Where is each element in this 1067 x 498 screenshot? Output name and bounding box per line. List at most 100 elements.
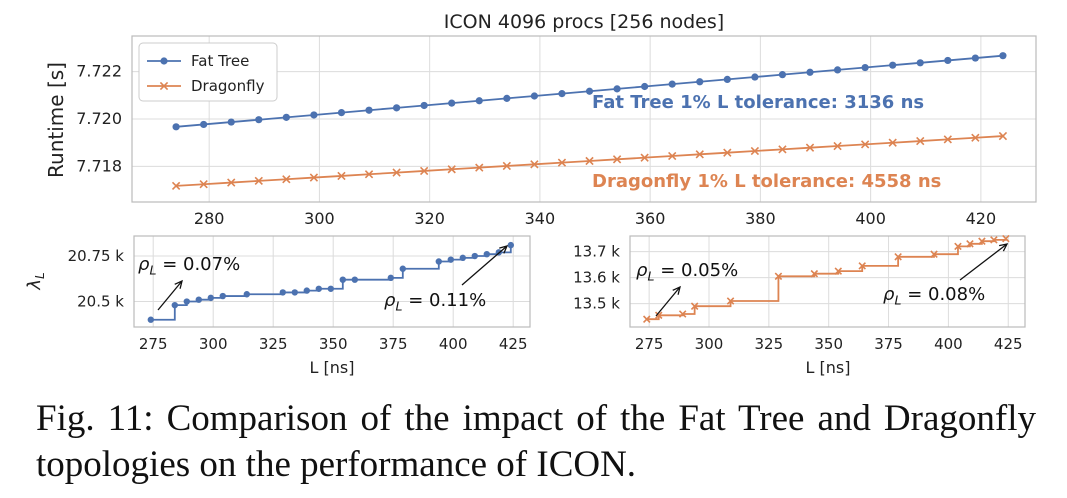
data-point bbox=[805, 143, 815, 152]
data-point bbox=[392, 168, 401, 177]
data-point bbox=[613, 85, 621, 93]
data-point bbox=[459, 254, 466, 262]
data-point bbox=[159, 81, 169, 91]
x-tick-label: 340 bbox=[525, 209, 556, 228]
data-point bbox=[447, 256, 454, 263]
data-point bbox=[364, 170, 374, 179]
data-point bbox=[337, 108, 346, 117]
data-point bbox=[944, 56, 952, 65]
x-tick-label: 400 bbox=[934, 335, 963, 353]
data-point bbox=[315, 285, 322, 292]
data-point bbox=[668, 80, 676, 88]
x-tick-label: 400 bbox=[855, 209, 886, 228]
data-point bbox=[337, 171, 346, 181]
annotation-arrow bbox=[157, 280, 183, 311]
data-point bbox=[930, 250, 938, 258]
data-point bbox=[471, 252, 478, 260]
y-tick-label: 7.718 bbox=[76, 156, 122, 175]
data-point bbox=[200, 120, 208, 129]
data-point bbox=[999, 52, 1007, 60]
data-point bbox=[503, 94, 511, 102]
annotation-arrow bbox=[655, 286, 681, 317]
data-point bbox=[475, 163, 484, 172]
data-point bbox=[351, 276, 358, 283]
data-point bbox=[723, 75, 731, 83]
annotation-rho: ρL = 0.07% bbox=[138, 254, 240, 278]
data-point bbox=[695, 150, 704, 159]
data-point bbox=[966, 240, 974, 248]
data-point bbox=[971, 133, 980, 142]
data-point bbox=[254, 176, 263, 186]
x-tick-label: 350 bbox=[814, 335, 843, 353]
data-point bbox=[365, 106, 373, 114]
plot-frame bbox=[629, 235, 1026, 328]
legend-label: Fat Tree bbox=[191, 52, 249, 70]
annotation-rho: ρL = 0.08% bbox=[883, 284, 985, 308]
data-point bbox=[860, 140, 870, 149]
runtime-plot: 280 300 320 340 360 380 400 420 7.718 7.720 7.722 I… bbox=[44, 11, 1037, 228]
data-point bbox=[483, 251, 490, 258]
data-point bbox=[339, 276, 346, 283]
data-point bbox=[419, 166, 429, 176]
data-point bbox=[558, 90, 566, 98]
x-tick-label: 375 bbox=[379, 335, 408, 353]
x-tick-label: 325 bbox=[755, 335, 784, 353]
figure-svg: 280 300 320 340 360 380 400 420 7.718 7.720 7.722 I… bbox=[24, 11, 1037, 377]
data-point bbox=[990, 236, 998, 244]
annotation-rho: ρL = 0.11% bbox=[384, 290, 486, 314]
data-point bbox=[171, 181, 181, 191]
arrow-head bbox=[174, 279, 183, 289]
data-point bbox=[507, 241, 514, 249]
data-point bbox=[291, 289, 298, 296]
data-point bbox=[282, 175, 291, 184]
data-point bbox=[172, 123, 180, 131]
data-point bbox=[557, 158, 567, 167]
data-point bbox=[642, 315, 651, 323]
annotation-dragonfly: Dragonfly 1% L tolerance: 4558 ns bbox=[592, 171, 941, 192]
data-point bbox=[641, 82, 649, 91]
data-point bbox=[751, 73, 759, 81]
arrow-head bbox=[499, 245, 509, 254]
x-tick-label: 350 bbox=[319, 335, 348, 353]
data-point bbox=[612, 155, 622, 164]
data-point bbox=[219, 292, 226, 300]
chart-title: ICON 4096 procs [256 nodes] bbox=[444, 11, 724, 33]
data-point bbox=[207, 294, 214, 302]
x-tick-label: 280 bbox=[194, 209, 225, 228]
data-point bbox=[183, 298, 190, 305]
data-point bbox=[530, 160, 539, 169]
plot-frame bbox=[133, 235, 531, 328]
data-point bbox=[954, 242, 962, 251]
data-point bbox=[530, 92, 538, 100]
data-point bbox=[943, 135, 952, 144]
data-point bbox=[327, 285, 334, 292]
y-tick-label: 20.5 k bbox=[77, 293, 124, 311]
annotation-arrow bbox=[959, 243, 1008, 281]
data-point bbox=[147, 316, 154, 323]
x-tick-label: 420 bbox=[966, 209, 997, 228]
data-point bbox=[392, 104, 401, 112]
x-tick-label: 425 bbox=[499, 335, 528, 353]
series-line bbox=[646, 238, 1007, 321]
data-point bbox=[778, 71, 787, 79]
data-point bbox=[833, 141, 842, 151]
x-tick-label: 425 bbox=[994, 335, 1023, 353]
data-point bbox=[585, 87, 594, 95]
data-point bbox=[195, 296, 202, 303]
x-tick-label: 275 bbox=[139, 335, 168, 353]
y-tick-label: 13.5 k bbox=[573, 295, 620, 313]
data-point bbox=[448, 99, 456, 107]
y-tick-label: 7.720 bbox=[76, 109, 122, 128]
data-point bbox=[668, 151, 677, 161]
data-point bbox=[160, 57, 168, 65]
data-point bbox=[916, 59, 924, 67]
annotation-arrow bbox=[461, 245, 508, 286]
x-tick-label: 300 bbox=[695, 335, 724, 353]
data-point bbox=[447, 165, 456, 174]
legend-label: Dragonfly bbox=[191, 77, 265, 95]
data-point bbox=[227, 118, 235, 126]
x-tick-label: 360 bbox=[635, 209, 666, 228]
data-point bbox=[998, 131, 1008, 141]
y-tick-label: 13.6 k bbox=[573, 269, 620, 287]
plot-frame bbox=[131, 35, 1037, 203]
